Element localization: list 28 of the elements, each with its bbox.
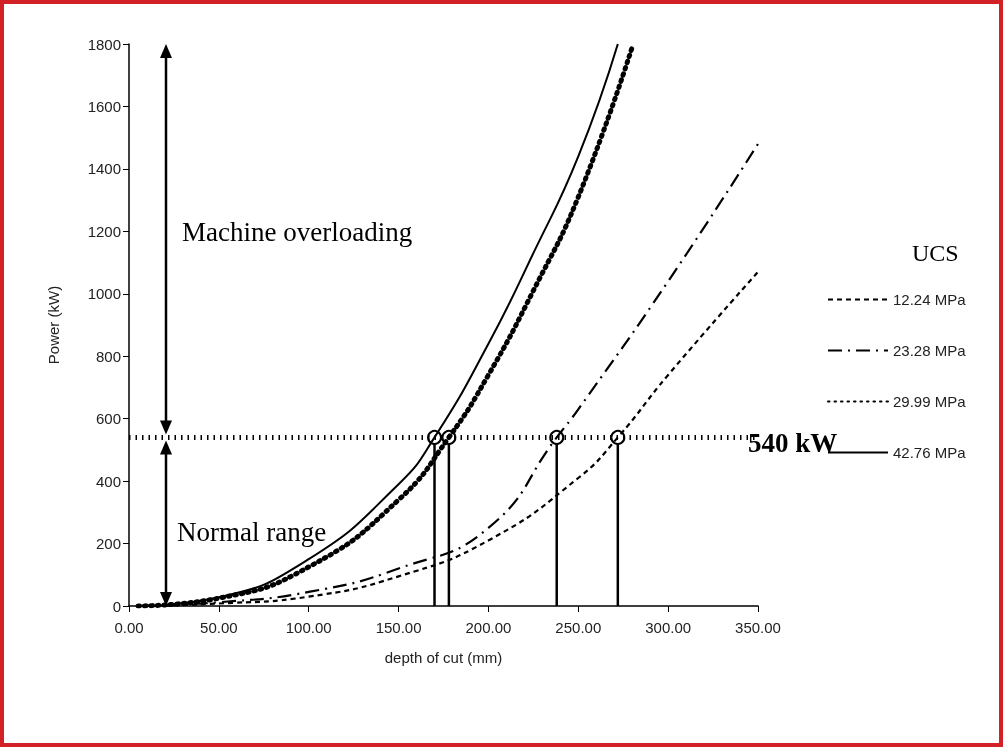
y-tick-label: 200 [95,535,121,553]
x-axis-title: depth of cut (mm) [384,649,503,666]
x-tick-label: 300.00 [645,619,692,636]
annotation: Machine overloading [182,217,413,248]
legend-label: 42.76 MPa [893,444,967,461]
y-tick-label: 1400 [87,160,121,178]
x-tick-label: 200.00 [465,619,512,636]
legend-label: 12.24 MPa [893,291,967,308]
legend-title: UCS [912,240,959,267]
ref-line-label: 540 kW [748,428,838,459]
y-tick-label: 0 [112,597,121,615]
x-tick-label: 50.00 [200,619,238,636]
y-tick-label: 1600 [87,97,121,115]
x-tick-label: 100.00 [285,619,332,636]
y-tick-label: 400 [95,472,121,490]
y-tick-label: 800 [95,347,121,365]
legend-label: 29.99 MPa [893,393,967,410]
y-tick-label: 1800 [87,35,121,53]
x-tick-label: 150.00 [375,619,422,636]
x-tick-label: 250.00 [555,619,602,636]
legend-label: 23.28 MPa [893,342,967,359]
y-tick-label: 1000 [87,285,121,303]
y-tick-label: 1200 [87,222,121,240]
annotation: Normal range [177,517,327,548]
y-tick-label: 600 [95,410,121,428]
x-tick-label: 350.00 [735,619,781,636]
y-axis-title: Power (kW) [45,285,62,365]
x-tick-label: 0.00 [114,619,144,636]
